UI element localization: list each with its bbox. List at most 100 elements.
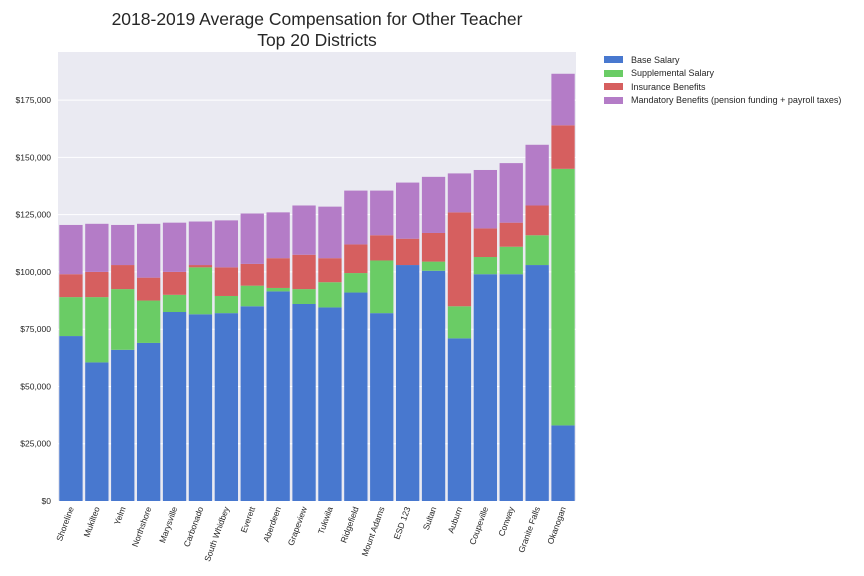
- bar-base: [447, 338, 472, 501]
- y-tick-label: $175,000: [16, 95, 52, 105]
- bar-mandatory: [214, 220, 239, 268]
- legend-label: Base Salary: [631, 54, 680, 65]
- x-tick-label: Granite Falls: [516, 505, 542, 554]
- bar-base: [85, 362, 109, 501]
- bar-base: [318, 307, 342, 501]
- y-tick-label: $50,000: [20, 381, 51, 391]
- bar-insurance: [59, 274, 83, 298]
- bar-mandatory: [59, 224, 83, 275]
- x-tick-label: Shoreline: [54, 505, 76, 542]
- legend-swatch: [604, 83, 623, 91]
- bar-mandatory: [499, 163, 523, 223]
- x-tick-label: Mukilteo: [82, 505, 102, 538]
- bar-supplemental: [85, 297, 109, 363]
- bar-base: [188, 314, 213, 501]
- bar-insurance: [136, 277, 161, 301]
- x-tick-label: Auburn: [446, 505, 465, 534]
- x-tick-label: Tukwila: [316, 505, 335, 535]
- bar-base: [214, 313, 239, 501]
- bar-insurance: [111, 265, 135, 290]
- y-tick-label: $100,000: [16, 267, 52, 277]
- chart-title-line-2: Top 20 Districts: [257, 30, 377, 50]
- y-tick-label: $0: [42, 496, 52, 506]
- bar-mandatory: [551, 73, 575, 126]
- bar-mandatory: [344, 190, 368, 245]
- bar-mandatory: [421, 176, 446, 233]
- legend-item: Supplemental Salary: [604, 67, 841, 81]
- bar-mandatory: [525, 144, 549, 206]
- x-tick-label: Northshore: [130, 505, 154, 548]
- x-tick-label: Sultan: [421, 505, 439, 531]
- chart-legend: Base Salary Supplemental Salary Insurance …: [604, 53, 841, 107]
- bar-mandatory: [136, 223, 161, 278]
- bar-supplemental: [240, 285, 264, 307]
- bar-insurance: [499, 222, 523, 247]
- bar-supplemental: [111, 289, 135, 350]
- x-tick-label: Everett: [239, 505, 258, 534]
- x-tick-label: Conway: [496, 505, 516, 538]
- legend-swatch: [604, 96, 623, 104]
- bar-supplemental: [162, 294, 187, 313]
- bar-base: [344, 292, 368, 501]
- bar-mandatory: [447, 173, 472, 213]
- bar-base: [240, 306, 264, 501]
- bar-supplemental: [344, 273, 368, 293]
- x-tick-label: Aberdeen: [261, 505, 283, 543]
- bar-supplemental: [525, 235, 549, 266]
- plot-area: [58, 52, 576, 501]
- bar-supplemental: [447, 306, 472, 339]
- bar-insurance: [344, 244, 368, 274]
- bar-base: [59, 336, 83, 501]
- bar-supplemental: [421, 261, 446, 271]
- bar-supplemental: [551, 168, 575, 426]
- legend-item: Mandatory Benefits (pension funding + pa…: [604, 94, 841, 108]
- bar-mandatory: [292, 205, 316, 255]
- bar-base: [136, 342, 161, 501]
- bar-supplemental: [214, 295, 239, 314]
- bar-insurance: [421, 232, 446, 262]
- bar-insurance: [395, 238, 420, 266]
- bar-mandatory: [370, 190, 394, 236]
- bar-insurance: [188, 265, 213, 268]
- bar-base: [421, 270, 446, 501]
- y-tick-label: $150,000: [16, 152, 52, 162]
- bar-base: [395, 265, 420, 501]
- bar-supplemental: [292, 289, 316, 304]
- x-tick-label: Okanogan: [545, 505, 568, 546]
- bar-insurance: [162, 271, 187, 295]
- bar-base: [499, 274, 523, 501]
- chart-title-line-1: 2018-2019 Average Compensation for Other…: [111, 9, 523, 29]
- legend-item: Insurance Benefits: [604, 80, 841, 94]
- bar-insurance: [473, 228, 498, 258]
- bar-mandatory: [240, 213, 264, 264]
- bar-insurance: [525, 205, 549, 236]
- bar-supplemental: [473, 257, 498, 275]
- bar-base: [162, 312, 187, 501]
- bar-insurance: [266, 258, 290, 288]
- y-tick-label: $75,000: [20, 324, 51, 334]
- legend-label: Mandatory Benefits (pension funding + pa…: [631, 95, 842, 106]
- bar-base: [551, 425, 575, 501]
- x-tick-label: Coupeville: [467, 505, 490, 546]
- bar-mandatory: [188, 221, 213, 266]
- bar-supplemental: [318, 282, 342, 308]
- bar-mandatory: [473, 169, 498, 229]
- bar-mandatory: [85, 223, 109, 272]
- bar-base: [370, 313, 394, 501]
- bar-supplemental: [136, 300, 161, 343]
- x-tick-label: South Whidbey: [202, 505, 231, 563]
- bar-insurance: [447, 212, 472, 307]
- x-tick-label: Grapeview: [286, 504, 310, 546]
- bar-mandatory: [111, 224, 135, 266]
- bar-base: [525, 265, 549, 501]
- bar-base: [292, 303, 316, 501]
- bar-insurance: [551, 125, 575, 169]
- legend-swatch: [604, 56, 623, 64]
- bar-mandatory: [318, 206, 342, 259]
- legend-label: Supplemental Salary: [631, 68, 715, 79]
- bar-mandatory: [395, 182, 420, 239]
- bar-mandatory: [266, 212, 290, 259]
- bar-base: [266, 291, 290, 501]
- bar-supplemental: [266, 287, 290, 292]
- y-tick-label: $25,000: [20, 439, 51, 449]
